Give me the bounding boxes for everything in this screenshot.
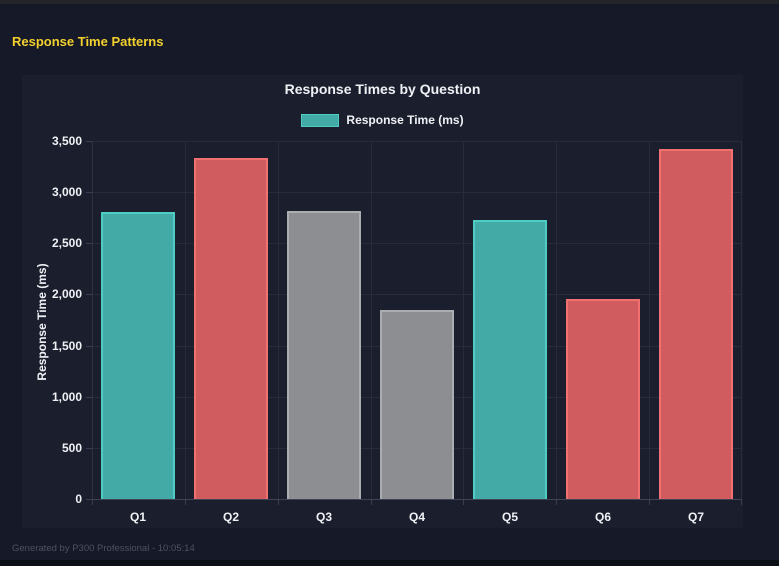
gridline-h bbox=[92, 141, 742, 142]
y-axis-title-text: Response Time (ms) bbox=[35, 263, 49, 381]
gridline-v bbox=[463, 141, 464, 499]
y-tick-label: 1,500 bbox=[51, 339, 82, 353]
x-tick-mark bbox=[649, 499, 650, 505]
bar-q3 bbox=[287, 211, 361, 499]
bottom-strip bbox=[0, 560, 779, 566]
y-tick-mark bbox=[86, 294, 92, 295]
chart-title: Response Times by Question bbox=[284, 81, 481, 97]
chart-card: Response Times by Question Response Time… bbox=[22, 75, 743, 528]
y-tick-label: 3,000 bbox=[51, 185, 82, 199]
legend-item-response-time[interactable]: Response Time (ms) bbox=[301, 113, 464, 127]
bar-q4 bbox=[380, 310, 454, 499]
gridline-v bbox=[741, 141, 742, 499]
x-tick-mark bbox=[556, 499, 557, 505]
x-tick-mark bbox=[185, 499, 186, 505]
legend-label: Response Time (ms) bbox=[346, 113, 464, 127]
gridline-v bbox=[371, 141, 372, 499]
y-tick-label: 3,500 bbox=[51, 134, 82, 148]
y-tick-mark bbox=[86, 397, 92, 398]
bar-q5 bbox=[473, 220, 547, 499]
y-tick-mark bbox=[86, 192, 92, 193]
gridline-h bbox=[92, 192, 742, 193]
x-axis-line bbox=[92, 499, 742, 500]
legend-swatch bbox=[301, 113, 340, 127]
x-tick-mark bbox=[278, 499, 279, 505]
y-tick-label: 0 bbox=[75, 492, 82, 506]
y-tick-label: 2,500 bbox=[51, 236, 82, 250]
page-title: Response Time Patterns bbox=[12, 34, 164, 49]
y-tick-mark bbox=[86, 499, 92, 500]
x-tick-mark bbox=[741, 499, 742, 505]
x-tick-mark bbox=[463, 499, 464, 505]
legend: Response Time (ms) bbox=[22, 113, 743, 127]
footer-text: Generated by P300 Professional - 10:05:1… bbox=[12, 543, 195, 554]
y-tick-mark bbox=[86, 346, 92, 347]
top-strip bbox=[0, 0, 779, 4]
x-tick-mark bbox=[371, 499, 372, 505]
x-tick-label: Q5 bbox=[501, 510, 518, 524]
gridline-v bbox=[185, 141, 186, 499]
x-tick-label: Q3 bbox=[315, 510, 332, 524]
bar-q2 bbox=[194, 158, 268, 499]
gridline-v bbox=[278, 141, 279, 499]
x-tick-label: Q6 bbox=[594, 510, 611, 524]
y-tick-mark bbox=[86, 243, 92, 244]
y-tick-mark bbox=[86, 448, 92, 449]
x-tick-label: Q1 bbox=[129, 510, 146, 524]
y-axis-line bbox=[92, 141, 93, 499]
x-tick-label: Q7 bbox=[687, 510, 704, 524]
bar-q7 bbox=[659, 149, 733, 499]
y-tick-label: 500 bbox=[61, 441, 82, 455]
gridline-v bbox=[649, 141, 650, 499]
x-tick-mark bbox=[92, 499, 93, 505]
plot-area: Response Time (ms) 0 500 1,000 1,500 2,000 2,… bbox=[35, 134, 742, 524]
x-tick-label: Q4 bbox=[408, 510, 425, 524]
y-tick-label: 1,000 bbox=[51, 390, 82, 404]
gridline-h bbox=[92, 294, 742, 295]
bar-q1 bbox=[101, 212, 175, 499]
bar-q6 bbox=[566, 299, 640, 499]
y-tick-label: 2,000 bbox=[51, 287, 82, 301]
x-tick-label: Q2 bbox=[222, 510, 239, 524]
gridline-v bbox=[556, 141, 557, 499]
y-tick-mark bbox=[86, 141, 92, 142]
gridline-h bbox=[92, 243, 742, 244]
